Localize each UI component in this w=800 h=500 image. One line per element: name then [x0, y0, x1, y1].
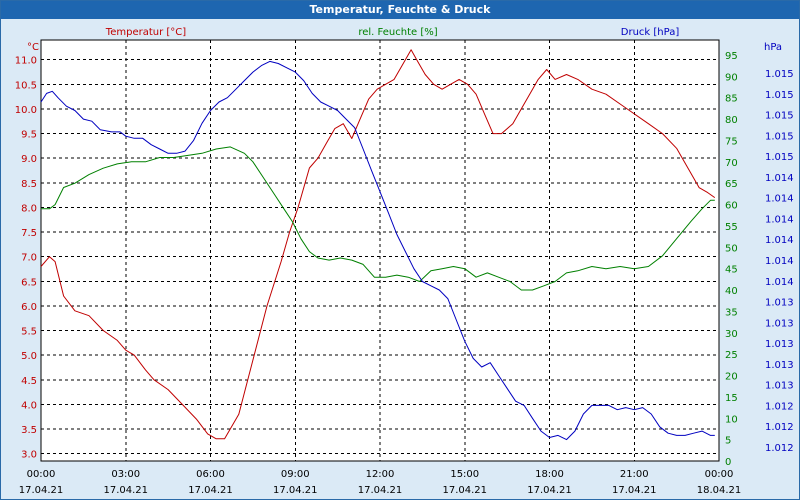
chart: 3.0 3.5 4.0 4.5 5.0 5.5 6.0 6.5 7.0 7.5 8.0 8.5 9.0 9… [15, 27, 794, 496]
x-tick-time: 12:00 [366, 469, 395, 480]
temperature-unit: °C [27, 42, 39, 53]
pressure-tick-label: 1.015 [765, 90, 794, 101]
humidity-tick-label: 50 [725, 243, 738, 254]
temperature-tick-label: 8.0 [21, 203, 37, 214]
x-tick-time: 03:00 [111, 469, 140, 480]
temperature-tick-label: 4.5 [21, 376, 37, 387]
x-tick-date: 17.04.21 [19, 485, 64, 496]
pressure-tick-label: 1.012 [765, 443, 794, 454]
humidity-tick-label: 95 [725, 51, 738, 62]
humidity-tick-label: 65 [725, 179, 738, 190]
humidity-tick-label: 25 [725, 350, 738, 361]
humidity-tick-label: 55 [725, 222, 738, 233]
temperature-tick-label: 8.5 [21, 179, 37, 190]
pressure-unit: hPa [764, 42, 782, 53]
temperature-tick-label: 9.5 [21, 130, 37, 141]
humidity-tick-label: 90 [725, 72, 738, 83]
humidity-tick-label: 30 [725, 329, 738, 340]
temperature-tick-label: 10.5 [15, 80, 37, 91]
x-tick-date: 17.04.21 [442, 485, 487, 496]
temperature-tick-label: 10.0 [15, 105, 37, 116]
pressure-tick-label: 1.013 [765, 381, 794, 392]
x-tick-date: 17.04.21 [527, 485, 572, 496]
pressure-axis-title: Druck [hPa] [621, 27, 680, 38]
pressure-tick-label: 1.012 [765, 401, 794, 412]
pressure-tick-label: 1.013 [765, 298, 794, 309]
temperature-tick-label: 7.0 [21, 253, 37, 264]
temperature-tick-label: 5.5 [21, 327, 37, 338]
humidity-tick-label: 15 [725, 393, 738, 404]
pressure-tick-label: 1.013 [765, 318, 794, 329]
humidity-tick-label: 80 [725, 115, 738, 126]
temperature-axis-title: Temperatur [°C] [105, 27, 186, 38]
pressure-tick-label: 1.015 [765, 131, 794, 142]
pressure-tick-label: 1.015 [765, 111, 794, 122]
temperature-tick-label: 3.0 [21, 450, 37, 461]
temperature-tick-label: 9.0 [21, 154, 37, 165]
humidity-tick-label: 0 [725, 457, 731, 468]
x-tick-date: 18.04.21 [697, 485, 742, 496]
temperature-tick-label: 4.0 [21, 400, 37, 411]
humidity-axis-title: rel. Feuchte [%] [358, 27, 437, 38]
temperature-tick-label: 5.0 [21, 351, 37, 362]
humidity-line [41, 146, 715, 291]
pressure-tick-label: 1.015 [765, 152, 794, 163]
x-tick-time: 00:00 [27, 469, 56, 480]
pressure-tick-label: 1.014 [765, 277, 794, 288]
temperature-tick-label: 6.5 [21, 277, 37, 288]
humidity-tick-label: 75 [725, 136, 738, 147]
pressure-tick-label: 1.014 [765, 256, 794, 267]
pressure-tick-label: 1.014 [765, 173, 794, 184]
x-tick-date: 17.04.21 [273, 485, 318, 496]
pressure-tick-label: 1.013 [765, 360, 794, 371]
humidity-tick-label: 35 [725, 307, 738, 318]
pressure-tick-label: 1.015 [765, 69, 794, 80]
window-title: Temperatur, Feuchte & Druck [1, 1, 799, 19]
humidity-tick-label: 10 [725, 414, 738, 425]
x-tick-time: 21:00 [620, 469, 649, 480]
x-tick-date: 17.04.21 [103, 485, 148, 496]
x-tick-time: 09:00 [281, 469, 310, 480]
temperature-tick-label: 3.5 [21, 425, 37, 436]
pressure-tick-label: 1.014 [765, 214, 794, 225]
pressure-line [40, 60, 715, 441]
humidity-tick-label: 5 [725, 436, 731, 447]
humidity-tick-label: 70 [725, 158, 738, 169]
pressure-tick-label: 1.013 [765, 339, 794, 350]
temperature-line [40, 49, 716, 440]
x-tick-date: 17.04.21 [358, 485, 403, 496]
humidity-tick-label: 45 [725, 265, 738, 276]
x-tick-date: 17.04.21 [188, 485, 233, 496]
humidity-tick-label: 85 [725, 94, 738, 105]
x-tick-time: 15:00 [450, 469, 479, 480]
x-tick-time: 00:00 [705, 469, 734, 480]
pressure-tick-label: 1.014 [765, 194, 794, 205]
x-tick-date: 17.04.21 [612, 485, 657, 496]
pressure-tick-label: 1.014 [765, 235, 794, 246]
humidity-tick-label: 60 [725, 201, 738, 212]
x-tick-time: 06:00 [196, 469, 225, 480]
temperature-tick-label: 11.0 [15, 56, 37, 67]
pressure-tick-label: 1.012 [765, 422, 794, 433]
humidity-tick-label: 40 [725, 286, 738, 297]
humidity-tick-label: 20 [725, 372, 738, 383]
temperature-tick-label: 6.0 [21, 302, 37, 313]
temperature-tick-label: 7.5 [21, 228, 37, 239]
x-tick-time: 18:00 [535, 469, 564, 480]
